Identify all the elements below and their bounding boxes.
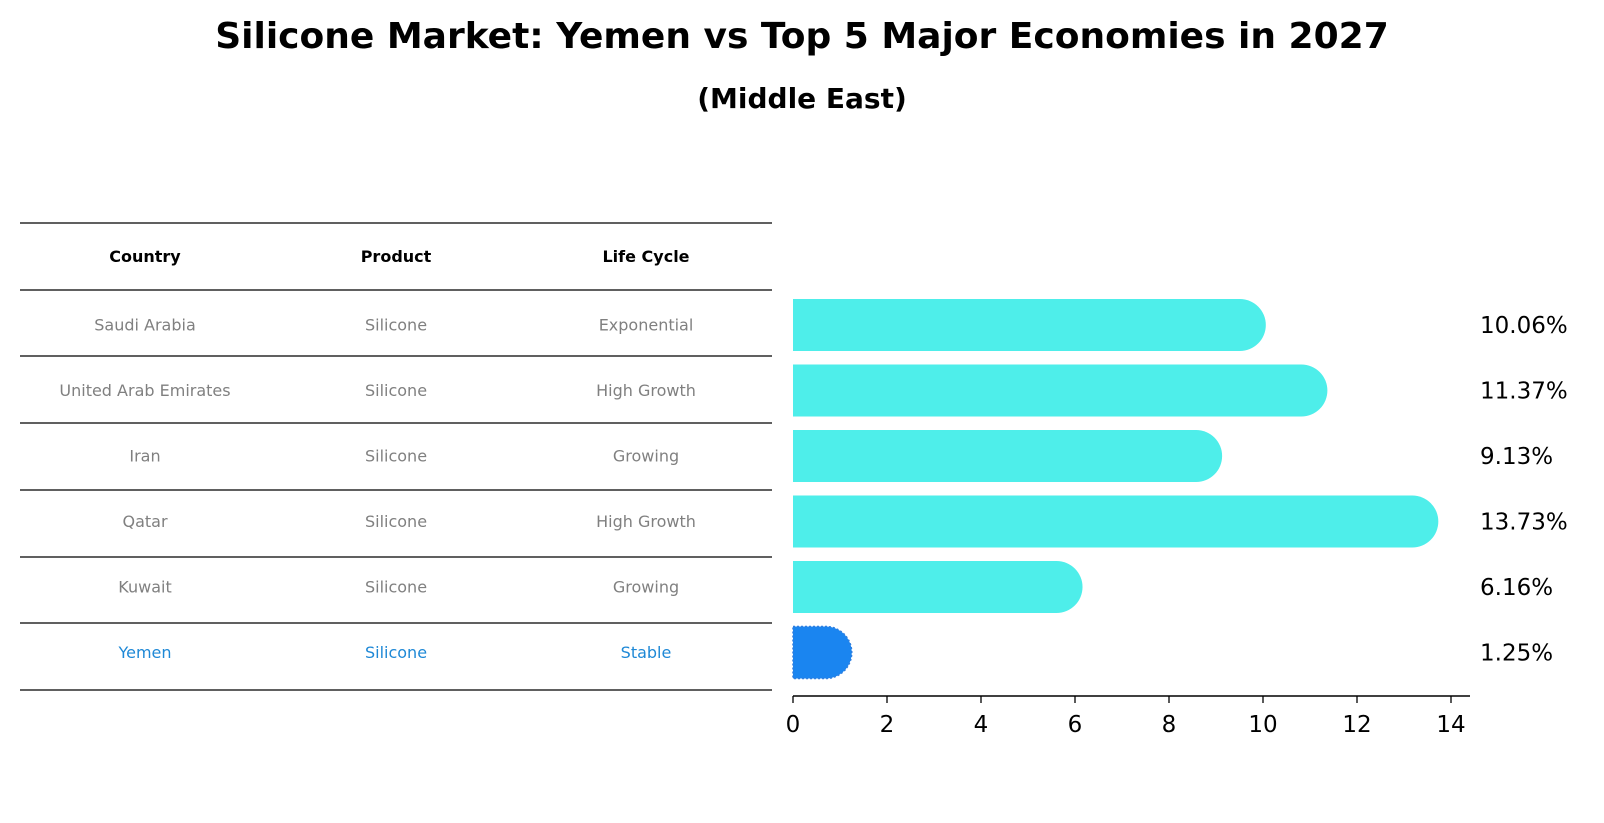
table-cell: Kuwait [118, 578, 171, 597]
table-cell: Saudi Arabia [94, 316, 196, 335]
table-cell: Silicone [365, 578, 427, 597]
value-label: 13.73% [1480, 510, 1568, 536]
data-table: Country Product Life Cycle Saudi Arabia Sili… [20, 222, 772, 691]
table-cell: Stable [621, 643, 672, 662]
bar-kuwait [793, 561, 1083, 613]
table-cell: Silicone [365, 643, 427, 662]
value-label: 6.16% [1480, 575, 1553, 601]
bar-qatar [793, 495, 1439, 548]
value-labels: 10.06% 11.37% 9.13% 13.73% 6.16% 1.25% [1480, 313, 1568, 667]
table-cell: Exponential [599, 316, 694, 335]
table-cell: High Growth [596, 381, 696, 400]
table-cell: Silicone [365, 512, 427, 531]
table-cell: United Arab Emirates [59, 381, 230, 400]
x-tick-label: 0 [786, 712, 801, 738]
x-axis: 0 2 4 6 8 10 12 14 [786, 695, 1470, 738]
value-label: 1.25% [1480, 641, 1553, 667]
table-cell: Silicone [365, 316, 427, 335]
chart-subtitle: (Middle East) [697, 82, 907, 115]
x-tick-label: 2 [880, 712, 895, 738]
bar-series [792, 299, 1439, 680]
table-header-cell: Country [109, 247, 181, 266]
chart-title: Silicone Market: Yemen vs Top 5 Major Ec… [215, 16, 1389, 57]
table-cell: Yemen [117, 643, 171, 662]
table-cell: Silicone [365, 447, 427, 466]
x-tick-label: 4 [974, 712, 989, 738]
x-tick-label: 14 [1436, 712, 1465, 738]
table-cell: Qatar [122, 512, 167, 531]
table-cell: Silicone [365, 381, 427, 400]
x-tick-label: 8 [1162, 712, 1177, 738]
value-label: 10.06% [1480, 313, 1568, 339]
table-header-cell: Product [361, 247, 432, 266]
bar-saudi-arabia [793, 299, 1266, 351]
table-cell: Growing [613, 447, 679, 466]
bar-united-arab-emirates [793, 364, 1328, 417]
bar-iran [793, 430, 1223, 482]
bar-yemen [792, 625, 853, 680]
table-cell: Growing [613, 578, 679, 597]
table-header-cell: Life Cycle [602, 247, 689, 266]
table-cell: Iran [129, 447, 160, 466]
value-label: 9.13% [1480, 444, 1553, 470]
x-tick-label: 10 [1248, 712, 1277, 738]
x-tick-label: 12 [1342, 712, 1371, 738]
value-label: 11.37% [1480, 379, 1568, 405]
x-tick-label: 6 [1068, 712, 1083, 738]
table-cell: High Growth [596, 512, 696, 531]
